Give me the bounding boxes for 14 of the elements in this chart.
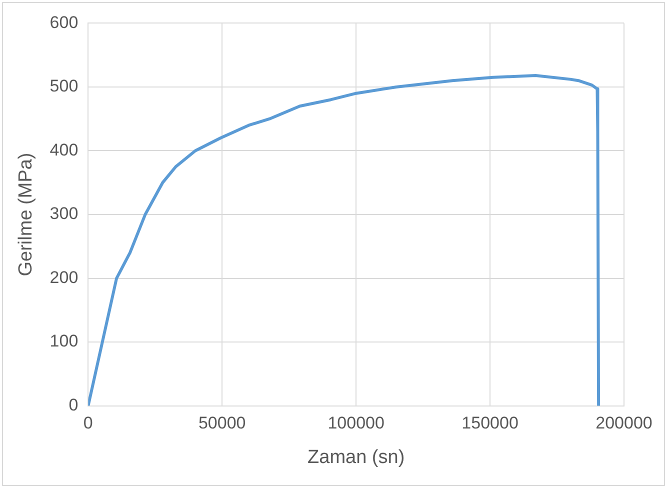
y-tick-label: 300 <box>50 204 78 224</box>
y-tick-label: 600 <box>50 12 78 32</box>
y-tick-label: 100 <box>50 332 78 351</box>
x-tick-label: 0 <box>83 414 93 433</box>
y-axis-title: Gerilme (MPa) <box>16 152 37 276</box>
x-axis-title: Zaman (sn) <box>308 446 405 468</box>
y-tick-label: 500 <box>50 76 78 96</box>
y-tick-label: 0 <box>68 395 78 414</box>
x-tick-label: 100000 <box>328 414 384 433</box>
x-tick-label: 200000 <box>596 414 652 433</box>
x-tick-label: 50000 <box>198 414 246 433</box>
y-tick-label: 200 <box>50 268 78 287</box>
x-tick-label: 150000 <box>462 414 518 433</box>
y-tick-label: 400 <box>50 140 78 160</box>
